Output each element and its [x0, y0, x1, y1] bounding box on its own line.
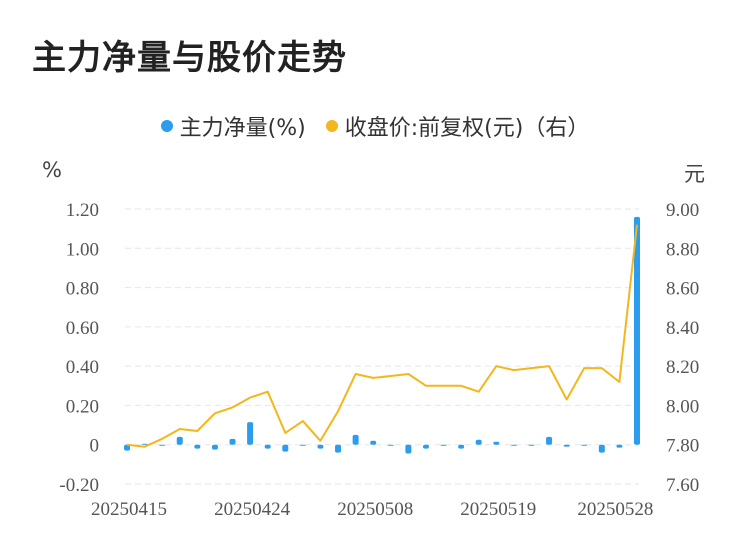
net-volume-bar — [124, 444, 130, 451]
net-volume-bar — [141, 443, 148, 445]
right-axis-tick-label: 8.40 — [666, 318, 699, 339]
chart-title: 主力净量与股价走势 — [32, 38, 347, 78]
net-volume-bar — [282, 444, 289, 452]
net-volume-bar — [317, 444, 324, 449]
net-volume-bar — [299, 444, 306, 446]
right-axis-unit: 元 — [684, 162, 705, 186]
net-volume-bar — [229, 438, 236, 445]
x-axis-tick-label: 20250528 — [577, 499, 653, 520]
net-volume-bar — [405, 444, 412, 454]
net-volume-bar — [247, 422, 254, 445]
net-volume-bar — [352, 434, 359, 445]
chart-legend: 主力净量(%) 收盘价:前复权(元)（右） — [0, 110, 750, 142]
x-axis-tick-label: 20250508 — [337, 499, 413, 520]
net-volume-bar — [563, 444, 570, 447]
left-axis-tick-label: 0 — [90, 436, 100, 457]
legend-label-net-volume: 主力净量(%) — [179, 116, 306, 141]
net-volume-bar — [634, 216, 640, 445]
net-volume-bar — [335, 444, 342, 453]
net-volume-bar — [546, 436, 553, 445]
legend-item-net-volume[interactable]: 主力净量(%) — [160, 110, 306, 142]
left-axis-tick-label: 1.00 — [66, 239, 99, 260]
x-axis-tick-label: 20250519 — [460, 499, 536, 520]
net-volume-bar — [458, 444, 465, 449]
net-volume-bar — [176, 436, 183, 445]
right-axis-tick-label: 8.60 — [666, 279, 699, 300]
net-volume-bar — [159, 444, 166, 446]
net-volume-bar — [493, 441, 500, 445]
legend-dot-close-price — [325, 120, 338, 132]
net-volume-bar — [440, 444, 447, 446]
net-volume-bar — [510, 444, 517, 446]
net-volume-bar — [475, 439, 482, 445]
left-axis-tick-label: 0.40 — [66, 357, 99, 378]
left-axis-tick-label: 0.60 — [66, 318, 99, 339]
right-axis-tick-label: 9.00 — [666, 200, 699, 221]
x-axis-tick-label: 20250415 — [91, 499, 167, 520]
net-volume-bar — [616, 444, 623, 448]
left-axis-tick-label: 0.80 — [66, 279, 99, 300]
x-axis-tick-label: 20250424 — [214, 499, 291, 520]
close-price-line — [126, 224, 638, 448]
right-axis-tick-label: 7.80 — [666, 436, 699, 457]
net-volume-bar — [194, 444, 201, 449]
net-volume-bar — [370, 440, 377, 445]
left-axis-unit: % — [42, 158, 62, 182]
left-axis-tick-label: 0.20 — [66, 396, 99, 417]
right-axis-tick-label: 8.80 — [666, 239, 699, 260]
right-axis-tick-label: 8.00 — [666, 396, 699, 417]
right-axis-tick-label: 7.60 — [666, 475, 699, 496]
net-volume-bar — [264, 444, 271, 449]
net-volume-bar — [598, 444, 605, 453]
legend-dot-net-volume — [160, 120, 173, 132]
legend-item-close-price[interactable]: 收盘价:前复权(元)（右） — [325, 110, 590, 142]
left-axis-tick-label: -0.20 — [59, 475, 99, 496]
net-volume-bar — [211, 444, 218, 450]
net-volume-bar — [422, 444, 429, 449]
net-volume-bar — [387, 444, 394, 446]
legend-label-close-price: 收盘价:前复权(元)（右） — [344, 116, 590, 141]
net-volume-bar — [528, 444, 535, 446]
left-axis-tick-label: 1.20 — [66, 200, 99, 221]
net-volume-bar — [581, 444, 588, 446]
right-axis-tick-label: 8.20 — [666, 357, 699, 378]
